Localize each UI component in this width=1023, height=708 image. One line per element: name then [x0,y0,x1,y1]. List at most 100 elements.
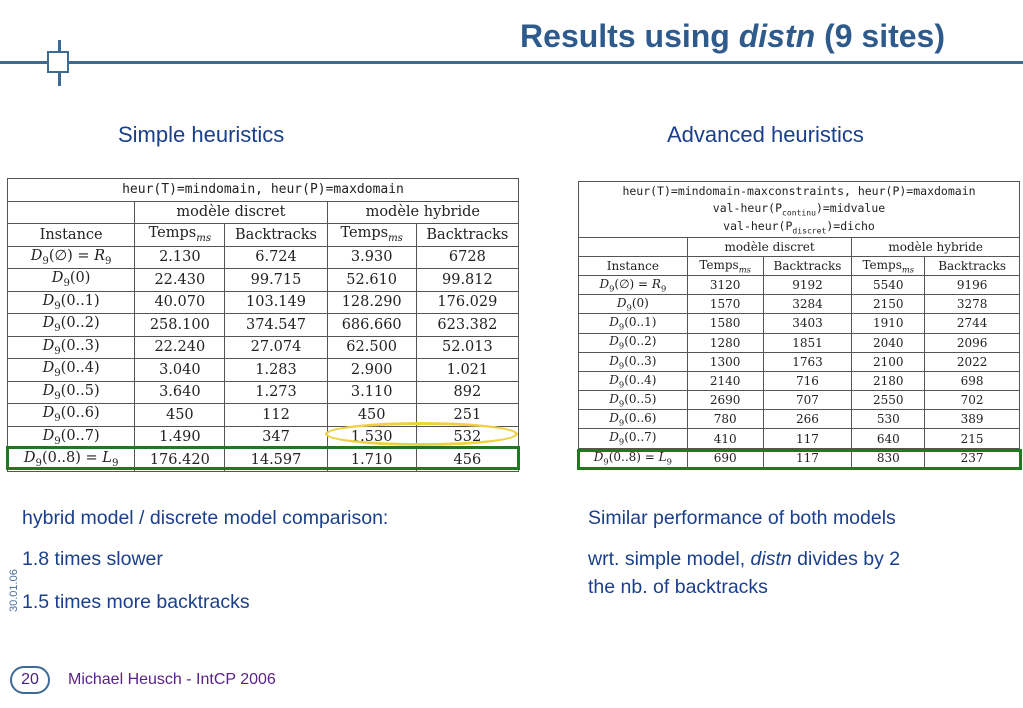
group-hybrid: modèle hybride [326,200,520,224]
col-instance: Instance [6,223,136,247]
best-row-highlight [6,446,520,470]
slower-note: 1.8 times slower [22,548,163,570]
temps-hybrid-cell: 1.710 [326,448,417,472]
temps-discrete-cell: 2140 [686,370,764,392]
instance-cell: D9(0..6) [578,409,688,430]
col-backtracks: Backtracks [924,255,1020,276]
backtracks-hybrid-cell: 99.812 [415,268,520,292]
page-number: 20 [10,666,50,694]
table-row: D9(0..1) 40.070 103.149 128.290 176.029 [6,290,520,314]
instance-cell: D9(0..7) [578,428,688,449]
temps-hybrid-cell: 830 [851,447,926,468]
instance-cell: D9(0..1) [578,313,688,334]
table-caption: heur(T)=mindomain, heur(P)=maxdomain [7,178,519,202]
backtracks-hybrid-cell: 2096 [924,332,1020,353]
table-row: D9(∅) = R9 3120 9192 5540 9196 [578,274,1020,296]
instance-cell: D9(0..8) = L9 [578,447,688,468]
similar-performance-note: Similar performance of both models [588,507,896,529]
backtracks-hybrid-cell: 702 [924,390,1020,411]
temps-hybrid-cell: 686.660 [326,313,417,337]
backtracks-discrete-cell: 99.715 [224,268,328,292]
instance-cell: D9(0..6) [6,403,136,427]
backtracks-discrete-cell: 3284 [762,294,853,315]
temps-discrete-cell: 22.430 [134,268,226,292]
instance-cell: D9(0..5) [578,390,688,411]
temps-discrete-cell: 1280 [686,332,764,353]
col-backtracks: Backtracks [415,223,520,247]
table-row: D9(0) 22.430 99.715 52.610 99.812 [6,268,520,292]
right-heading: Advanced heuristics [667,122,864,147]
temps-hybrid-cell: 52.610 [326,268,417,292]
empty-header [6,200,136,224]
table-row: D9(0..4) 2140 716 2180 698 [578,370,1020,392]
col-temps: Tempsms [851,255,926,276]
temps-discrete-cell: 3.640 [134,380,226,404]
col-temps: Tempsms [326,223,417,247]
backtracks-discrete-cell: 347 [224,425,328,449]
date-stamp: 30.01.06 [8,569,20,612]
backtracks-discrete-cell: 1851 [762,332,853,353]
distn-note-cont: the nb. of backtracks [588,576,768,598]
temps-discrete-cell: 40.070 [134,290,226,314]
backtracks-discrete-cell: 14.597 [224,448,328,472]
table-row: D9(0..3) 1300 1763 2100 2022 [578,351,1020,372]
instance-cell: D9(0..4) [578,370,688,392]
backtracks-note: 1.5 times more backtracks [22,591,250,613]
backtracks-discrete-cell: 6.724 [224,245,328,269]
backtracks-hybrid-cell: 215 [924,428,1020,449]
backtracks-hybrid-cell: 6728 [415,245,520,269]
temps-hybrid-cell: 3.110 [326,380,417,404]
col-backtracks: Backtracks [762,255,853,276]
temps-hybrid-cell: 3.930 [326,245,417,269]
table-row: D9(0..2) 258.100 374.547 686.660 623.382 [6,313,520,337]
table-row: D9(0..5) 2690 707 2550 702 [578,390,1020,411]
backtracks-discrete-cell: 1.283 [224,358,328,382]
table-caption-line1: heur(T)=mindomain-maxconstraints, heur(P… [578,181,1020,201]
backtracks-discrete-cell: 707 [762,390,853,411]
instance-cell: D9(0..2) [6,313,136,337]
instance-cell: D9(0..5) [6,380,136,404]
temps-hybrid-cell: 62.500 [326,335,417,359]
backtracks-hybrid-cell: 2744 [924,313,1020,334]
temps-discrete-cell: 1300 [686,351,764,372]
table-row: D9(∅) = R9 2.130 6.724 3.930 6728 [6,245,520,269]
temps-discrete-cell: 1570 [686,294,764,315]
backtracks-discrete-cell: 374.547 [224,313,328,337]
best-row-highlight [577,449,1022,470]
backtracks-discrete-cell: 1.273 [224,380,328,404]
col-instance: Instance [578,255,688,276]
temps-hybrid-cell: 2150 [851,294,926,315]
temps-hybrid-cell: 5540 [851,274,926,296]
backtracks-discrete-cell: 117 [762,428,853,449]
temps-hybrid-cell: 2180 [851,370,926,392]
advanced-heuristics-table: heur(T)=mindomain-maxconstraints, heur(P… [578,181,1020,468]
backtracks-discrete-cell: 3403 [762,313,853,334]
table-caption-line2: val-heur(Pcontinu)=midvalue [578,200,1020,219]
temps-discrete-cell: 690 [686,447,764,468]
backtracks-discrete-cell: 112 [224,403,328,427]
instance-cell: D9(0..4) [6,358,136,382]
footer-author: Michael Heusch - IntCP 2006 [68,671,276,688]
temps-hybrid-cell: 1910 [851,313,926,334]
group-hybrid: modèle hybride [851,236,1020,257]
instance-cell: D9(∅) = R9 [578,274,688,296]
backtracks-hybrid-cell: 52.013 [415,335,520,359]
table-row: D9(0..8) = L9 690 117 830 237 [578,447,1020,468]
instance-cell: D9(∅) = R9 [6,245,136,269]
temps-discrete-cell: 410 [686,428,764,449]
temps-hybrid-cell: 2040 [851,332,926,353]
col-backtracks: Backtracks [224,223,328,247]
temps-hybrid-cell: 2.900 [326,358,417,382]
table-row: D9(0..3) 22.240 27.074 62.500 52.013 [6,335,520,359]
group-discrete: modèle discret [686,236,853,257]
backtracks-discrete-cell: 266 [762,409,853,430]
cross-ornament-top [58,40,61,51]
backtracks-discrete-cell: 9192 [762,274,853,296]
temps-discrete-cell: 1580 [686,313,764,334]
table-caption-line3: val-heur(Pdiscret)=dicho [578,218,1020,238]
table-row: D9(0..1) 1580 3403 1910 2744 [578,313,1020,334]
highlight-ellipse [325,422,518,446]
table-row: D9(0..6) 780 266 530 389 [578,409,1020,430]
backtracks-hybrid-cell: 2022 [924,351,1020,372]
backtracks-hybrid-cell: 1.021 [415,358,520,382]
